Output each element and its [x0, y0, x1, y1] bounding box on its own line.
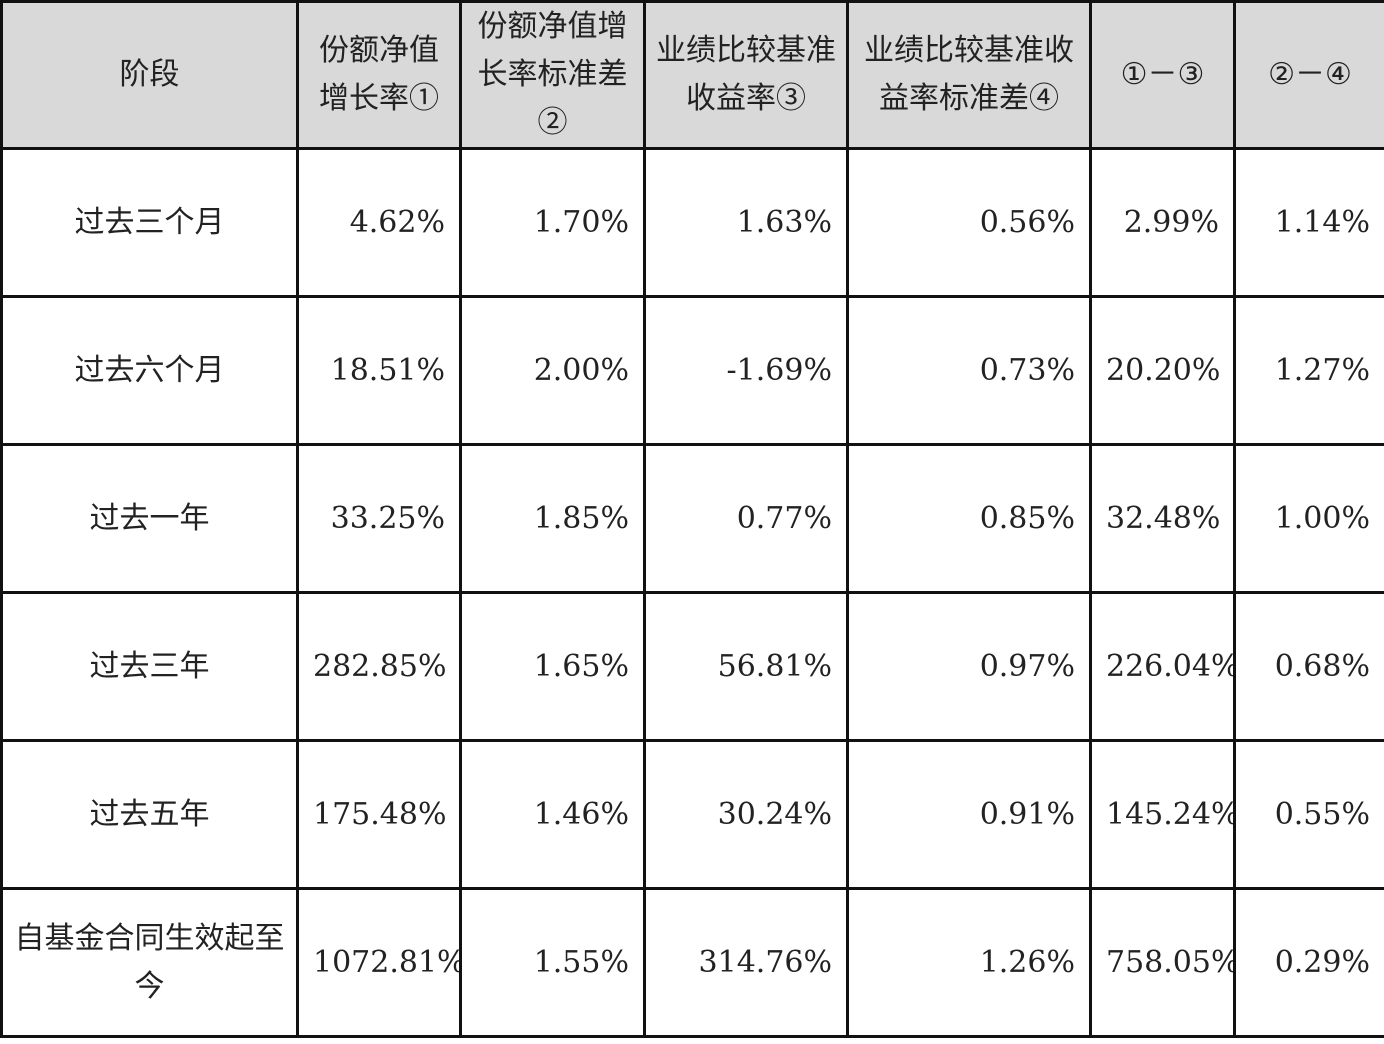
table-row: 过去三年 282.85% 1.65% 56.81% 0.97% 226.04% … — [0, 591, 1384, 742]
diff-1-3-cell: 226.04% — [1089, 591, 1236, 742]
benchmark-std-cell: 1.26% — [846, 887, 1092, 1038]
nav-std-cell: 1.65% — [459, 591, 646, 742]
diff-1-3-cell: 758.05% — [1089, 887, 1236, 1038]
benchmark-return-cell: 314.76% — [643, 887, 849, 1038]
nav-growth-cell: 282.85% — [296, 591, 462, 742]
header-row: 阶段 份额净值增长率① 份额净值增长率标准差② 业绩比较基准收益率③ 业绩比较基… — [0, 0, 1384, 150]
benchmark-return-cell: 56.81% — [643, 591, 849, 742]
nav-std-cell: 1.70% — [459, 147, 646, 298]
benchmark-return-cell: -1.69% — [643, 295, 849, 446]
stage-cell: 过去一年 — [0, 443, 299, 594]
stage-cell: 过去五年 — [0, 739, 299, 890]
benchmark-std-cell: 0.85% — [846, 443, 1092, 594]
diff-2-4-cell: 1.00% — [1233, 443, 1384, 594]
header-diff-2-4: ②－④ — [1233, 0, 1384, 150]
table-row: 过去三个月 4.62% 1.70% 1.63% 0.56% 2.99% 1.14… — [0, 147, 1384, 298]
benchmark-return-cell: 30.24% — [643, 739, 849, 890]
diff-2-4-cell: 0.68% — [1233, 591, 1384, 742]
benchmark-return-cell: 1.63% — [643, 147, 849, 298]
nav-growth-cell: 33.25% — [296, 443, 462, 594]
benchmark-std-cell: 0.73% — [846, 295, 1092, 446]
benchmark-std-cell: 0.91% — [846, 739, 1092, 890]
nav-std-cell: 2.00% — [459, 295, 646, 446]
nav-std-cell: 1.55% — [459, 887, 646, 1038]
benchmark-std-cell: 0.97% — [846, 591, 1092, 742]
header-diff-1-3: ①－③ — [1089, 0, 1236, 150]
header-benchmark-return: 业绩比较基准收益率③ — [643, 0, 849, 150]
table-row: 过去五年 175.48% 1.46% 30.24% 0.91% 145.24% … — [0, 739, 1384, 890]
nav-growth-cell: 18.51% — [296, 295, 462, 446]
nav-std-cell: 1.85% — [459, 443, 646, 594]
benchmark-return-cell: 0.77% — [643, 443, 849, 594]
nav-std-cell: 1.46% — [459, 739, 646, 890]
stage-cell: 自基金合同生效起至今 — [0, 887, 299, 1038]
diff-2-4-cell: 1.14% — [1233, 147, 1384, 298]
stage-cell: 过去六个月 — [0, 295, 299, 446]
diff-2-4-cell: 0.29% — [1233, 887, 1384, 1038]
table-row: 过去一年 33.25% 1.85% 0.77% 0.85% 32.48% 1.0… — [0, 443, 1384, 594]
stage-cell: 过去三个月 — [0, 147, 299, 298]
table-row: 过去六个月 18.51% 2.00% -1.69% 0.73% 20.20% 1… — [0, 295, 1384, 446]
nav-growth-cell: 1072.81% — [296, 887, 462, 1038]
stage-cell: 过去三年 — [0, 591, 299, 742]
nav-growth-cell: 4.62% — [296, 147, 462, 298]
header-nav-growth-rate: 份额净值增长率① — [296, 0, 462, 150]
diff-2-4-cell: 1.27% — [1233, 295, 1384, 446]
diff-1-3-cell: 2.99% — [1089, 147, 1236, 298]
table-row: 自基金合同生效起至今 1072.81% 1.55% 314.76% 1.26% … — [0, 887, 1384, 1038]
nav-growth-cell: 175.48% — [296, 739, 462, 890]
diff-1-3-cell: 20.20% — [1089, 295, 1236, 446]
diff-2-4-cell: 0.55% — [1233, 739, 1384, 890]
benchmark-std-cell: 0.56% — [846, 147, 1092, 298]
diff-1-3-cell: 32.48% — [1089, 443, 1236, 594]
header-stage: 阶段 — [0, 0, 299, 150]
diff-1-3-cell: 145.24% — [1089, 739, 1236, 890]
header-nav-growth-std: 份额净值增长率标准差② — [459, 0, 646, 150]
header-benchmark-std: 业绩比较基准收益率标准差④ — [846, 0, 1092, 150]
